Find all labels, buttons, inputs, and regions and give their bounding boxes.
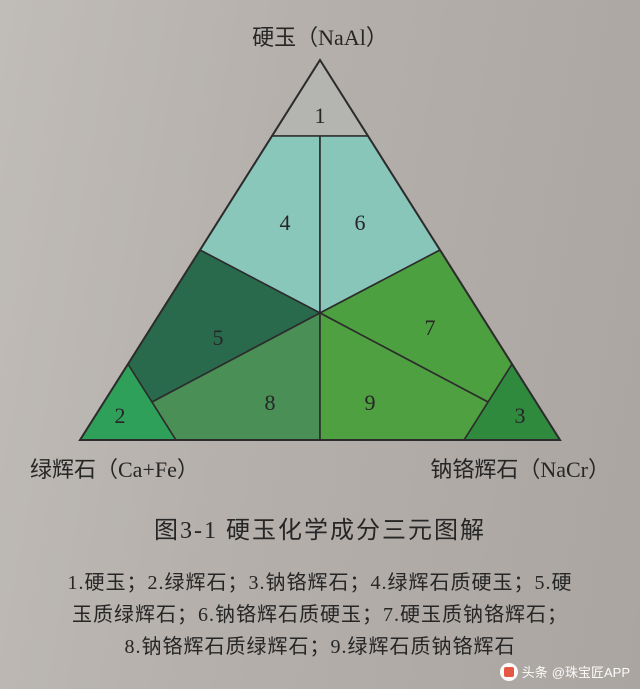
region-number: 1 bbox=[315, 103, 326, 128]
region-number: 7 bbox=[425, 315, 436, 340]
region-number: 5 bbox=[213, 325, 224, 350]
region-number: 2 bbox=[115, 403, 126, 428]
toutiao-icon bbox=[500, 663, 518, 681]
vertex-right-label: 钠铬辉石（NaCr） bbox=[430, 452, 610, 484]
vertex-left-label: 绿辉石（Ca+Fe） bbox=[30, 452, 199, 484]
region-number: 3 bbox=[515, 403, 526, 428]
caption-title: 图3-1 硬玉化学成分三元图解 bbox=[30, 510, 610, 545]
ternary-diagram: 1 2 3 4 5 6 7 8 9 硬玉（NaAl） 绿辉石（Ca+Fe） 钠铬辉石（NaCr） bbox=[0, 0, 640, 500]
legend: 1.硬玉；2.绿辉石；3.钠铬辉石；4.绿辉石质硬玉；5.硬 玉质绿辉石；6.钠… bbox=[30, 567, 610, 663]
region-number: 4 bbox=[280, 210, 291, 235]
watermark: 头条 @珠宝匠APP bbox=[500, 662, 630, 681]
caption: 图3-1 硬玉化学成分三元图解 1.硬玉；2.绿辉石；3.钠铬辉石；4.绿辉石质… bbox=[0, 510, 640, 663]
region-number: 9 bbox=[365, 390, 376, 415]
page: 1 2 3 4 5 6 7 8 9 硬玉（NaAl） 绿辉石（Ca+Fe） 钠铬辉石（NaCr）… bbox=[0, 0, 640, 689]
ternary-svg: 1 2 3 4 5 6 7 8 9 bbox=[0, 0, 640, 500]
region-number: 6 bbox=[355, 210, 366, 235]
legend-line: 8.钠铬辉石质绿辉石；9.绿辉石质钠铬辉石 bbox=[30, 631, 610, 663]
vertex-top-label: 硬玉（NaAl） bbox=[252, 20, 388, 52]
legend-line: 玉质绿辉石；6.钠铬辉石质硬玉；7.硬玉质钠铬辉石； bbox=[30, 599, 610, 631]
legend-line: 1.硬玉；2.绿辉石；3.钠铬辉石；4.绿辉石质硬玉；5.硬 bbox=[30, 567, 610, 599]
watermark-prefix: 头条 bbox=[522, 662, 548, 681]
watermark-account: @珠宝匠APP bbox=[552, 662, 630, 681]
region-number: 8 bbox=[265, 390, 276, 415]
